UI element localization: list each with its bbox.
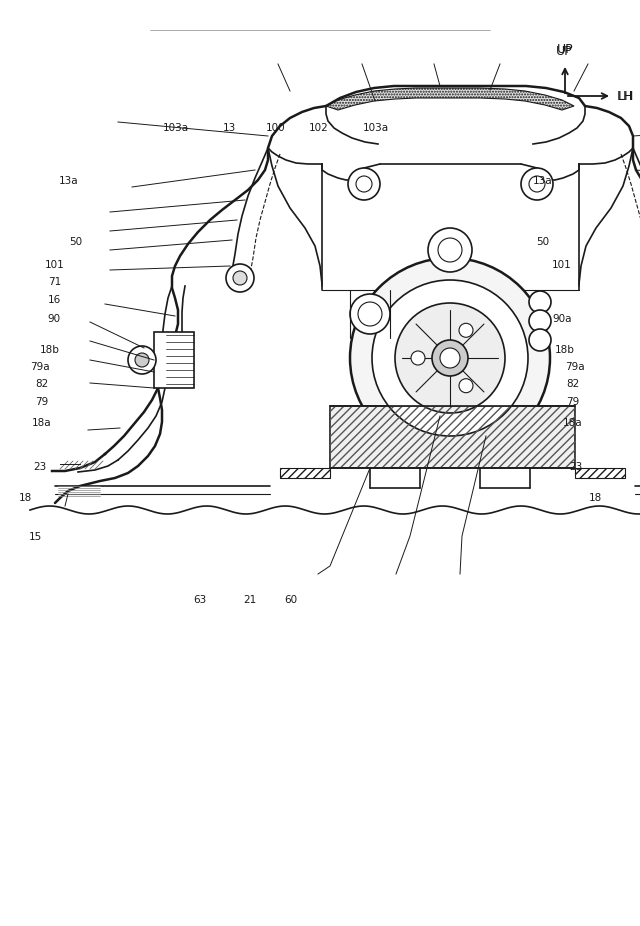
Circle shape (350, 258, 550, 458)
Polygon shape (330, 406, 575, 468)
Circle shape (372, 280, 528, 436)
Circle shape (233, 271, 247, 285)
Circle shape (529, 291, 551, 313)
Text: LH: LH (618, 91, 634, 104)
Circle shape (411, 351, 425, 365)
Circle shape (348, 168, 380, 200)
Text: 101: 101 (45, 260, 64, 269)
Text: 71: 71 (48, 278, 61, 287)
Bar (330, 406, 575, 468)
Text: 18: 18 (589, 494, 602, 503)
Text: 13: 13 (223, 123, 236, 132)
Text: 16: 16 (48, 295, 61, 305)
Text: 21: 21 (243, 595, 256, 605)
Circle shape (428, 228, 472, 272)
Circle shape (358, 302, 382, 326)
Circle shape (356, 176, 372, 192)
Text: 103a: 103a (363, 123, 388, 132)
Polygon shape (326, 88, 574, 110)
Circle shape (395, 303, 505, 413)
Text: 102: 102 (309, 123, 328, 132)
Text: UP: UP (556, 45, 572, 58)
Text: 79a: 79a (30, 362, 49, 371)
Text: 101: 101 (552, 260, 572, 269)
Text: 79a: 79a (565, 362, 584, 371)
Circle shape (529, 176, 545, 192)
Circle shape (432, 340, 468, 376)
Text: LH: LH (617, 91, 634, 104)
Text: 50: 50 (536, 237, 549, 246)
Text: 13a: 13a (60, 177, 79, 186)
Text: 18b: 18b (554, 345, 575, 355)
Text: 18a: 18a (32, 419, 51, 428)
Circle shape (350, 294, 390, 334)
Text: 103a: 103a (163, 123, 189, 132)
Circle shape (135, 353, 149, 367)
Text: 18: 18 (19, 494, 32, 503)
Text: 15: 15 (29, 532, 42, 542)
Text: 18b: 18b (40, 345, 60, 355)
Circle shape (438, 238, 462, 262)
Circle shape (459, 379, 473, 393)
Text: 79: 79 (35, 397, 48, 407)
Text: 100: 100 (266, 123, 285, 132)
Text: 60: 60 (285, 595, 298, 605)
Text: 90: 90 (48, 314, 61, 323)
Circle shape (529, 329, 551, 351)
Text: UP: UP (557, 43, 573, 56)
Circle shape (521, 168, 553, 200)
Circle shape (459, 323, 473, 337)
Polygon shape (154, 332, 194, 388)
Text: 82: 82 (566, 380, 579, 389)
Text: 23: 23 (33, 462, 46, 471)
Text: 79: 79 (566, 397, 579, 407)
Text: 82: 82 (35, 380, 48, 389)
Text: 50: 50 (69, 237, 82, 246)
Text: 18a: 18a (563, 419, 582, 428)
Circle shape (440, 348, 460, 368)
Text: 90a: 90a (552, 314, 572, 323)
Text: 23: 23 (570, 462, 582, 471)
Circle shape (226, 264, 254, 292)
Circle shape (529, 310, 551, 332)
Text: 13a: 13a (533, 177, 552, 186)
Text: 63: 63 (193, 595, 206, 605)
Circle shape (128, 346, 156, 374)
